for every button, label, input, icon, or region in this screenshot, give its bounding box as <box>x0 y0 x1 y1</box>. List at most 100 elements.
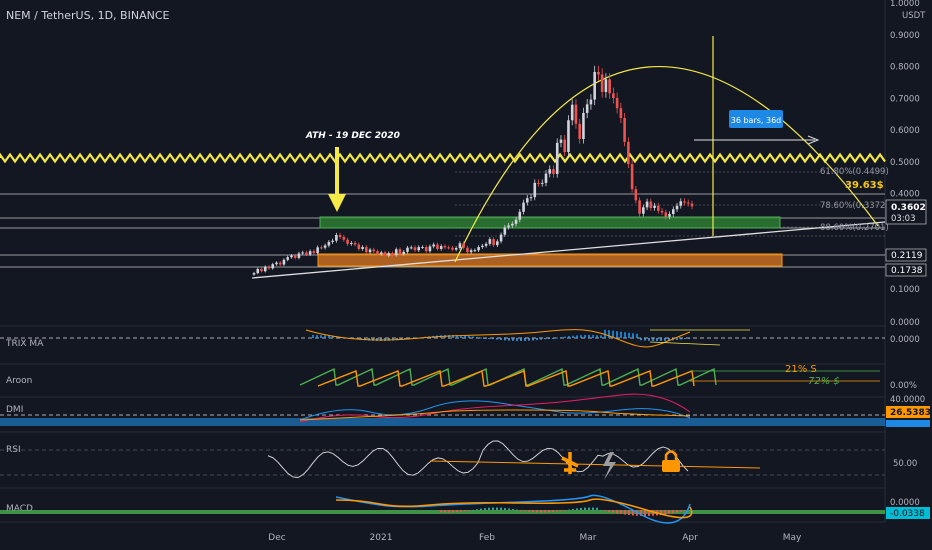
candle-body[interactable] <box>263 266 267 272</box>
candle-body[interactable] <box>668 214 671 217</box>
dmi-minus-line[interactable] <box>299 393 691 423</box>
candle-body[interactable] <box>417 247 421 251</box>
candle-body[interactable] <box>316 247 319 254</box>
candle-body[interactable] <box>346 239 349 244</box>
candle-body[interactable] <box>286 257 289 260</box>
candle-body[interactable] <box>424 247 428 252</box>
candle-body[interactable] <box>252 273 256 275</box>
candle-body[interactable] <box>671 209 675 215</box>
candle-body[interactable] <box>585 104 589 113</box>
candle-body[interactable] <box>496 241 499 246</box>
candle-body[interactable] <box>447 247 450 249</box>
candle-body[interactable] <box>570 104 574 121</box>
candle-body[interactable] <box>645 201 649 208</box>
candle-body[interactable] <box>428 246 432 252</box>
candle-body[interactable] <box>282 259 286 265</box>
candle-body[interactable] <box>462 243 465 248</box>
candle-body[interactable] <box>409 247 413 249</box>
candle-body[interactable] <box>350 242 353 244</box>
candle-body[interactable] <box>582 112 585 140</box>
candle-body[interactable] <box>458 243 462 249</box>
level-tag-0-2119[interactable] <box>885 248 927 262</box>
candle-body[interactable] <box>275 262 278 265</box>
candle-body[interactable] <box>357 244 361 249</box>
candle-body[interactable] <box>331 240 334 242</box>
candle-body[interactable] <box>488 239 492 244</box>
price-axis[interactable]: 1.0000 0.9000 0.8000 0.7000 0.6000 0.5000 0.40… <box>890 0 920 295</box>
candle-body[interactable] <box>365 247 368 253</box>
zigzag-resistance-line[interactable] <box>0 152 886 164</box>
candle-body[interactable] <box>537 182 540 184</box>
candle-body[interactable] <box>525 198 529 203</box>
candle-body[interactable] <box>421 247 424 249</box>
candle-body[interactable] <box>552 169 555 174</box>
candle-body[interactable] <box>593 71 596 100</box>
parabolic-arc[interactable] <box>454 65 879 263</box>
candle-body[interactable] <box>398 249 402 255</box>
candle-body[interactable] <box>686 202 690 204</box>
aroon-up-line[interactable] <box>299 367 717 386</box>
candle-body[interactable] <box>503 227 507 235</box>
candle-body[interactable] <box>664 212 668 217</box>
candle-body[interactable] <box>353 242 357 245</box>
candle-body[interactable] <box>690 203 694 207</box>
candle-body[interactable] <box>267 266 271 269</box>
candle-body[interactable] <box>653 205 656 208</box>
ascending-trendline[interactable] <box>251 221 886 279</box>
candle-body[interactable] <box>499 234 503 242</box>
dmi-value-tag[interactable] <box>886 406 930 418</box>
candle-body[interactable] <box>612 93 615 99</box>
rsi-line[interactable] <box>267 440 689 478</box>
candle-body[interactable] <box>436 244 439 249</box>
candle-body[interactable] <box>675 205 679 210</box>
candle-body[interactable] <box>638 200 641 214</box>
trix-line[interactable] <box>305 329 691 348</box>
candle-body[interactable] <box>383 252 387 256</box>
candle-body[interactable] <box>394 249 398 255</box>
candle-body[interactable] <box>600 74 604 92</box>
macd-line[interactable] <box>335 494 691 524</box>
candle-body[interactable] <box>323 245 327 248</box>
candle-body[interactable] <box>589 99 593 105</box>
candle-body[interactable] <box>466 247 469 253</box>
candle-body[interactable] <box>574 104 578 124</box>
candle-body[interactable] <box>630 164 634 190</box>
candle-body[interactable] <box>260 268 263 272</box>
candle-body[interactable] <box>387 253 391 256</box>
candle-body[interactable] <box>454 248 458 250</box>
dmi-plus-line[interactable] <box>299 400 691 421</box>
candle-body[interactable] <box>492 239 495 246</box>
candle-body[interactable] <box>376 251 379 255</box>
candle-body[interactable] <box>256 268 260 274</box>
candle-body[interactable] <box>544 173 548 183</box>
candle-body[interactable] <box>312 251 316 254</box>
candle-body[interactable] <box>555 142 559 174</box>
candle-body[interactable] <box>372 249 376 252</box>
candle-body[interactable] <box>473 250 477 252</box>
candle-body[interactable] <box>297 253 301 258</box>
candle-body[interactable] <box>327 241 331 246</box>
candle-body[interactable] <box>379 252 383 255</box>
candle-body[interactable] <box>597 71 600 75</box>
level-tag-0-1738[interactable] <box>885 263 927 277</box>
candle-body[interactable] <box>634 189 638 201</box>
candle-body[interactable] <box>522 202 525 212</box>
candle-body[interactable] <box>533 182 537 198</box>
candle-body[interactable] <box>432 244 435 247</box>
candle-body[interactable] <box>627 141 630 165</box>
candle-body[interactable] <box>548 169 552 174</box>
candle-body[interactable] <box>308 251 312 255</box>
time-axis[interactable]: Dec 2021 Feb Mar Apr May <box>268 533 802 543</box>
candle-body[interactable] <box>481 245 484 248</box>
candle-body[interactable] <box>578 123 581 140</box>
candle-body[interactable] <box>293 255 297 258</box>
candle-body[interactable] <box>484 243 488 246</box>
candle-body[interactable] <box>361 247 364 249</box>
candle-body[interactable] <box>278 262 282 265</box>
dmi-adx-line[interactable] <box>299 409 691 421</box>
candle-body[interactable] <box>477 247 480 251</box>
rsi-trendline[interactable] <box>429 460 761 469</box>
macd-signal-line[interactable] <box>335 498 693 519</box>
candles[interactable] <box>252 65 694 276</box>
